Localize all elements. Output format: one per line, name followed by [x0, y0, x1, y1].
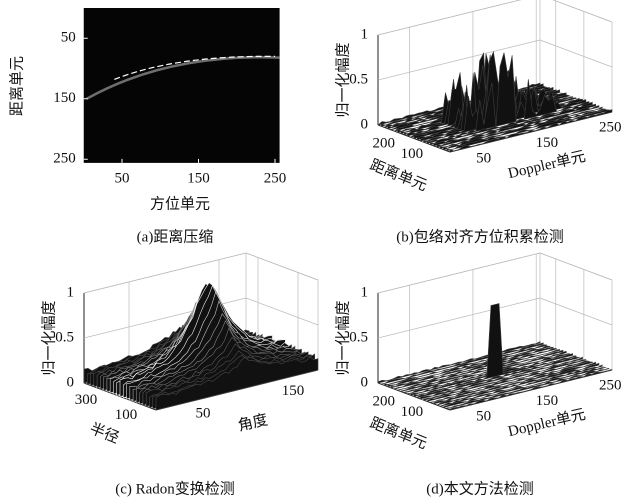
z-tick-label: 0.5	[55, 329, 74, 345]
z-axis-label: 归一化幅度	[40, 300, 57, 375]
z-tick-label: 1	[361, 26, 369, 42]
grid-line	[245, 252, 319, 281]
x-tick-label: 150	[536, 393, 559, 409]
surface-strip	[446, 367, 610, 410]
grid-line	[83, 252, 247, 294]
x-tick-label: 150	[187, 170, 210, 186]
z-axis-label: 归一化幅度	[334, 300, 351, 375]
surface-strip	[433, 361, 596, 405]
surface-strip	[155, 356, 319, 411]
y-tick-label: 300	[75, 392, 98, 408]
surface-strip	[439, 106, 603, 149]
surface-strip	[439, 364, 603, 407]
x-tick-label: 50	[476, 151, 491, 167]
x-tick-label: 50	[196, 405, 211, 421]
z-tick-label: 0	[67, 374, 75, 390]
y-tick-label: 100	[401, 404, 424, 420]
surface-strip	[413, 303, 577, 397]
y-axis-label: 半径	[87, 420, 121, 447]
echo-arc	[86, 56, 280, 100]
surface	[377, 50, 613, 153]
surface-strip	[423, 359, 587, 401]
wall-edge	[552, 0, 613, 23]
x-tick-label: 150	[536, 135, 559, 151]
grid-line	[552, 0, 613, 23]
surface-strip	[449, 369, 613, 411]
surface-strip	[420, 356, 583, 400]
grid-line	[245, 297, 319, 326]
grid-line	[377, 297, 541, 339]
surface-strip	[446, 109, 610, 152]
y-axis-label: 距离单元	[8, 56, 25, 116]
surface-strip	[430, 361, 593, 404]
x-axis-label: 方位单元	[150, 195, 210, 212]
x-tick-label: 250	[599, 377, 622, 393]
x-axis-label: Doppler单元	[506, 148, 587, 182]
y-axis-label: 距离单元	[367, 156, 429, 194]
x-axis-label: 角度	[236, 411, 269, 434]
surface-strip	[387, 345, 551, 388]
z-tick-label: 0	[361, 374, 369, 390]
surface-strip	[394, 348, 557, 390]
caption: (b)包络对齐方位积累检测	[396, 228, 564, 245]
caption: (d)本文方法检测	[426, 480, 534, 497]
x-tick-label: 250	[599, 119, 622, 135]
surface-strip	[443, 367, 606, 408]
wall-edge	[377, 0, 522, 36]
surface-strip	[436, 362, 600, 406]
caption: (c) Radon变换检测	[115, 480, 235, 497]
x-tick-label: 50	[115, 170, 130, 186]
surface-strip	[430, 101, 593, 146]
y-tick-label: 150	[53, 90, 76, 106]
y-tick-label: 50	[61, 30, 76, 46]
z-tick-label: 1	[67, 284, 75, 300]
surface-strip	[426, 52, 590, 144]
y-axis-label: 距离单元	[367, 414, 429, 452]
x-tick-label: 150	[282, 383, 305, 399]
surface	[377, 303, 613, 411]
y-tick-label: 100	[115, 407, 138, 423]
grid-line	[377, 0, 522, 36]
surface-strip	[397, 349, 560, 391]
z-axis-label: 归一化幅度	[334, 42, 351, 117]
surface-strip	[390, 346, 554, 389]
grid-line	[539, 39, 613, 68]
y-tick-label: 200	[373, 135, 396, 151]
grid-line	[377, 39, 541, 81]
surface-strip	[416, 356, 580, 399]
z-tick-label: 1	[361, 284, 369, 300]
surface-strip	[384, 344, 547, 386]
x-tick-label: 50	[476, 409, 491, 425]
surface	[83, 282, 319, 411]
z-tick-label: 0.5	[349, 329, 368, 345]
x-axis-label: Doppler单元	[506, 406, 587, 440]
y-tick-label: 250	[53, 151, 76, 167]
surface-strip	[377, 341, 541, 384]
z-tick-label: 0.5	[349, 71, 368, 87]
grid-line	[539, 297, 613, 326]
y-tick-label: 100	[401, 146, 424, 162]
surface-strip	[380, 342, 544, 385]
echo-arc	[114, 55, 276, 80]
surface-strip	[426, 360, 590, 402]
y-tick-label: 200	[373, 393, 396, 409]
x-tick-label: 250	[264, 170, 287, 186]
surface-strip	[449, 109, 613, 153]
grid-line	[377, 252, 541, 294]
grid-line	[539, 252, 613, 281]
caption: (a)距离压缩	[137, 228, 214, 245]
z-tick-label: 0	[361, 116, 369, 132]
